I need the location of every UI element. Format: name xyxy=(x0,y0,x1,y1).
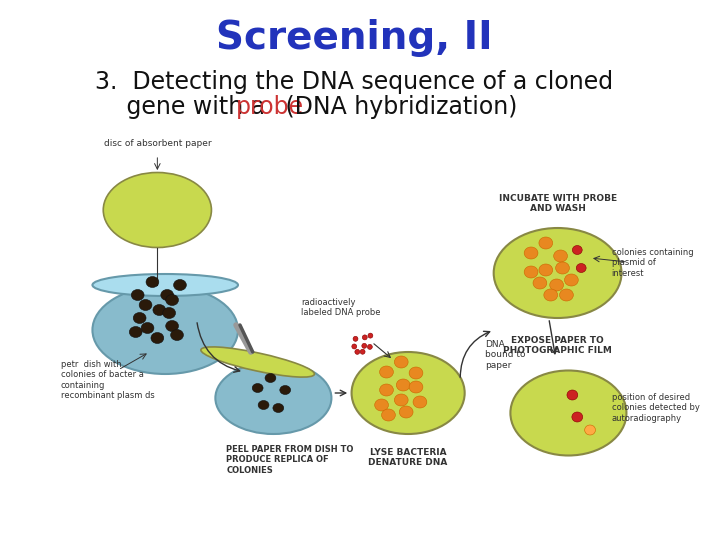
Ellipse shape xyxy=(215,362,331,434)
Ellipse shape xyxy=(130,327,142,338)
Ellipse shape xyxy=(351,352,464,434)
Ellipse shape xyxy=(151,333,163,343)
Ellipse shape xyxy=(146,276,159,287)
Text: Screening, II: Screening, II xyxy=(216,19,492,57)
Ellipse shape xyxy=(494,228,621,318)
Ellipse shape xyxy=(382,409,395,421)
Ellipse shape xyxy=(374,399,389,411)
Text: disc of absorbent paper: disc of absorbent paper xyxy=(104,139,211,148)
Ellipse shape xyxy=(92,274,238,296)
Ellipse shape xyxy=(171,329,184,341)
Ellipse shape xyxy=(395,356,408,368)
Text: colonies containing
plasmid of
interest: colonies containing plasmid of interest xyxy=(612,248,693,278)
Ellipse shape xyxy=(533,277,546,289)
Ellipse shape xyxy=(572,412,582,422)
Ellipse shape xyxy=(524,266,538,278)
Ellipse shape xyxy=(367,345,372,349)
Ellipse shape xyxy=(409,367,423,379)
Text: DNA
bound to
paper: DNA bound to paper xyxy=(485,340,526,370)
Ellipse shape xyxy=(252,383,263,393)
Ellipse shape xyxy=(510,370,626,456)
Ellipse shape xyxy=(544,289,557,301)
Ellipse shape xyxy=(362,335,367,340)
Ellipse shape xyxy=(139,300,152,310)
Text: petr  dish with
colonies of bacter a
containing
recombinant plasm ds: petr dish with colonies of bacter a cont… xyxy=(61,360,155,400)
Text: gene with a: gene with a xyxy=(89,95,273,119)
Ellipse shape xyxy=(355,349,360,354)
Ellipse shape xyxy=(576,264,586,273)
Ellipse shape xyxy=(559,289,573,301)
Ellipse shape xyxy=(352,344,356,349)
Text: 3.  Detecting the DNA sequence of a cloned: 3. Detecting the DNA sequence of a clone… xyxy=(95,70,613,94)
Ellipse shape xyxy=(166,294,179,306)
Ellipse shape xyxy=(353,336,358,341)
Ellipse shape xyxy=(396,379,410,391)
Ellipse shape xyxy=(539,264,553,276)
Ellipse shape xyxy=(273,403,284,413)
Ellipse shape xyxy=(409,381,423,393)
Ellipse shape xyxy=(163,307,176,319)
Ellipse shape xyxy=(153,305,166,315)
Ellipse shape xyxy=(368,333,373,338)
Text: (DNA hybridization): (DNA hybridization) xyxy=(279,95,518,119)
Ellipse shape xyxy=(379,366,393,378)
Text: INCUBATE WITH PROBE
AND WASH: INCUBATE WITH PROBE AND WASH xyxy=(498,194,616,213)
Ellipse shape xyxy=(92,286,238,374)
Ellipse shape xyxy=(567,390,577,400)
Ellipse shape xyxy=(103,172,212,247)
Ellipse shape xyxy=(174,280,186,291)
Ellipse shape xyxy=(362,343,366,348)
Text: PEEL PAPER FROM DISH TO
PRODUCE REPLICA OF
COLONIES: PEEL PAPER FROM DISH TO PRODUCE REPLICA … xyxy=(226,445,354,475)
Text: EXPOSE PAPER TO
PHOTOGRAPHIC FILM: EXPOSE PAPER TO PHOTOGRAPHIC FILM xyxy=(503,335,612,355)
Ellipse shape xyxy=(572,246,582,254)
Ellipse shape xyxy=(556,262,570,274)
Text: LYSE BACTERIA
DENATURE DNA: LYSE BACTERIA DENATURE DNA xyxy=(369,448,448,468)
Ellipse shape xyxy=(166,321,179,332)
Text: probe: probe xyxy=(236,95,304,119)
Text: position of desired
colonies detected by
autoradiography: position of desired colonies detected by… xyxy=(612,393,700,423)
Ellipse shape xyxy=(133,313,146,323)
Ellipse shape xyxy=(395,394,408,406)
Ellipse shape xyxy=(201,347,315,377)
Ellipse shape xyxy=(265,374,276,382)
Ellipse shape xyxy=(524,247,538,259)
Ellipse shape xyxy=(539,237,553,249)
Ellipse shape xyxy=(550,279,564,291)
Ellipse shape xyxy=(554,250,567,262)
Ellipse shape xyxy=(161,289,174,300)
Ellipse shape xyxy=(413,396,427,408)
Ellipse shape xyxy=(585,425,595,435)
Ellipse shape xyxy=(379,384,393,396)
Ellipse shape xyxy=(258,401,269,409)
Ellipse shape xyxy=(400,406,413,418)
Text: radioactively
labeled DNA probe: radioactively labeled DNA probe xyxy=(301,298,380,318)
Ellipse shape xyxy=(131,289,144,300)
Ellipse shape xyxy=(564,274,578,286)
Ellipse shape xyxy=(280,386,291,395)
Ellipse shape xyxy=(141,322,154,334)
Ellipse shape xyxy=(360,349,365,354)
